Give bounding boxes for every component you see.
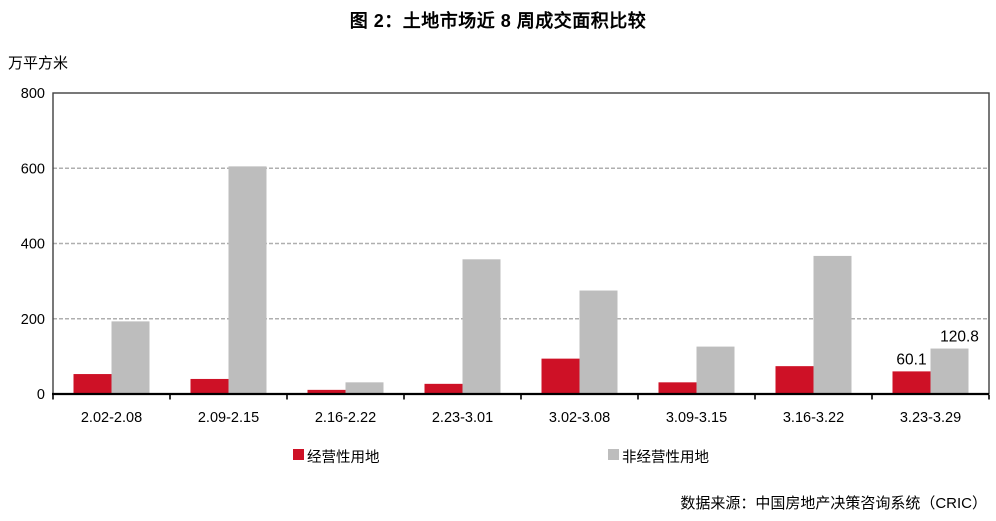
legend-label-non-operational: 非经营性用地 xyxy=(622,450,709,466)
y-axis-unit-label: 万平方米 xyxy=(8,55,69,72)
bar-non-operational xyxy=(813,255,852,394)
chart-title: 图 2：土地市场近 8 周成交面积比较 xyxy=(349,11,647,31)
bar-operational xyxy=(541,358,580,394)
legend-item-operational: 经营性用地 xyxy=(293,446,380,467)
bar-operational xyxy=(190,378,229,394)
bar-chart-plot-area: 0 200 400 600 800 2.02-2.08 2.09-2.15 2.16-2.22… xyxy=(21,86,990,426)
bar-operational xyxy=(73,374,112,394)
bar-non-operational xyxy=(111,321,150,394)
bar-operational xyxy=(424,383,463,394)
x-category-label: 2.16-2.22 xyxy=(315,410,376,426)
bar-non-operational xyxy=(345,382,384,394)
bar-non-operational xyxy=(696,346,735,394)
bar-value-label: 60.1 xyxy=(896,351,926,368)
legend-swatch-red-icon xyxy=(293,449,304,460)
x-category-label: 2.09-2.15 xyxy=(198,410,259,426)
x-category-label: 3.02-3.08 xyxy=(549,410,610,426)
bar-operational xyxy=(307,389,346,394)
bar-non-operational xyxy=(579,290,618,394)
bar-operational xyxy=(658,382,697,394)
y-tick-label: 800 xyxy=(21,86,45,102)
bar-non-operational xyxy=(462,259,501,394)
bar-operational xyxy=(775,366,814,394)
bar-operational xyxy=(892,371,931,394)
x-category-label: 2.23-3.01 xyxy=(432,410,493,426)
legend: 经营性用地 非经营性用地 xyxy=(0,446,996,468)
y-tick-label: 400 xyxy=(21,237,45,253)
y-tick-label: 200 xyxy=(21,312,45,328)
bar-non-operational xyxy=(930,348,969,394)
bar-non-operational xyxy=(228,166,267,394)
x-category-label: 2.02-2.08 xyxy=(81,410,142,426)
legend-swatch-gray-icon xyxy=(608,449,619,460)
x-category-label: 3.09-3.15 xyxy=(666,410,727,426)
legend-label-operational: 经营性用地 xyxy=(307,450,380,466)
y-tick-label: 600 xyxy=(21,161,45,177)
data-source-caption: 数据来源：中国房地产决策咨询系统（CRIC） xyxy=(680,495,987,512)
y-tick-label: 0 xyxy=(37,387,45,403)
x-category-label: 3.23-3.29 xyxy=(900,410,961,426)
x-category-label: 3.16-3.22 xyxy=(783,410,844,426)
legend-item-non-operational: 非经营性用地 xyxy=(608,446,709,467)
bar-value-label: 120.8 xyxy=(940,329,979,346)
